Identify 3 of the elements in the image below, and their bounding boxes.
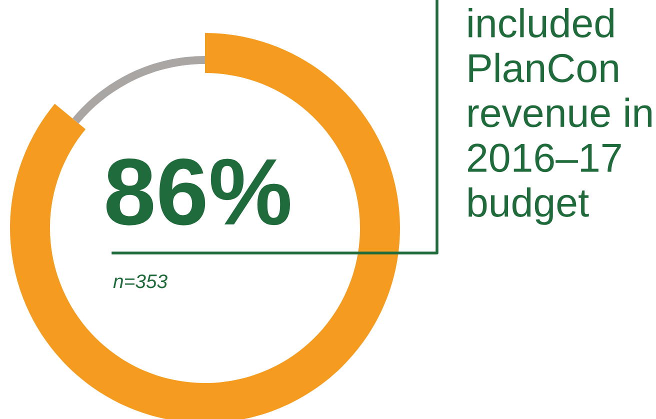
data-label: 86%: [106, 158, 290, 226]
text: n=353: [113, 274, 168, 288]
text: included PlanCon revenue in 2016–17 budget: [468, 8, 652, 225]
